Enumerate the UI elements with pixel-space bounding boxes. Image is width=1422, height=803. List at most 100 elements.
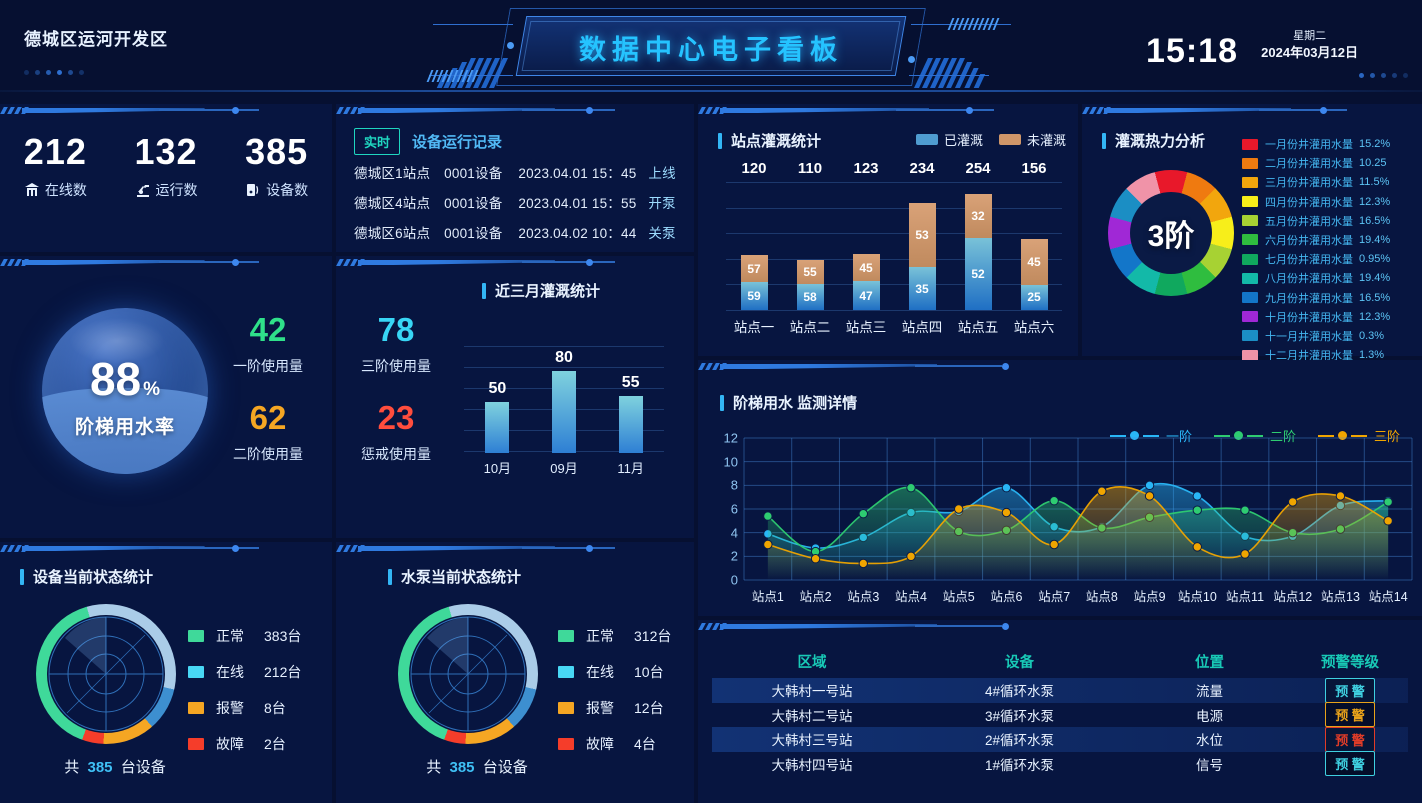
pump-status-legend: 正常 312台 在线 10台报警 12台故障 4台 (558, 626, 671, 770)
recent-chart-bar[interactable]: 55 (597, 346, 664, 453)
legend-value: 4台 (634, 736, 656, 752)
list-item[interactable]: 德城区6站点 0001设备 2023.04.02 10：44 关泵 (354, 222, 676, 242)
legend-label: 在线 (586, 664, 614, 680)
table-row[interactable]: 大韩村三号站 2#循环水泵 水位 预 警 (712, 726, 1408, 752)
legend-swatch (188, 666, 204, 678)
recent-chart-bar[interactable]: 80 (531, 346, 598, 453)
station-bar-total: 110 (797, 160, 823, 177)
recent-chart-bar-value: 50 (488, 379, 507, 397)
heat-legend-item[interactable]: 八月份井灌用水量 19.4% (1242, 270, 1390, 286)
stat-running-label: 运行数 (155, 181, 198, 198)
legend-swatch (558, 738, 574, 750)
station-irrigation-panel: 站点灌溉统计 已灌溉 未灌溉 120 57 59 110 55 58 123 45 47 234 53… (698, 104, 1078, 356)
radar-sweep-icon (410, 616, 526, 732)
legend-swatch (998, 134, 1021, 145)
heat-legend-item[interactable]: 一月份井灌用水量 15.2% (1242, 136, 1390, 152)
cell-area: 大韩村三号站 (771, 733, 853, 749)
legend-label: 一月份井灌用水量 (1265, 139, 1353, 151)
status-badge[interactable]: 预 警 (1325, 677, 1375, 703)
station-bar-seg-unirrigated: 45 (1020, 238, 1048, 285)
line-chart-xtick: 站点6 (990, 590, 1023, 604)
recent-chart-bar[interactable]: 50 (464, 346, 531, 453)
device-total-prefix: 共 (64, 759, 80, 776)
clock-time: 15:18 (1146, 32, 1238, 70)
station-bar-column[interactable]: 120 57 59 (726, 160, 782, 310)
heat-legend-item[interactable]: 九月份井灌用水量 16.5% (1242, 290, 1390, 306)
log-time: 2023.04.01 15：55 (518, 196, 637, 211)
table-row[interactable]: 大韩村四号站 1#循环水泵 信号 预 警 (712, 751, 1408, 777)
station-bar-seg-irrigated: 52 (964, 238, 992, 310)
device-log-header: 实时 设备运行记录 (354, 128, 502, 155)
status-legend-item[interactable]: 在线 10台 (558, 662, 671, 682)
line-chart-yaxis: 12 10 8 6 4 2 0 (716, 431, 738, 588)
line-legend-item[interactable]: 二阶 (1213, 426, 1296, 445)
station-bar-column[interactable]: 234 53 35 (894, 160, 950, 310)
recent-chart-xtick: 09月 (550, 461, 578, 476)
heat-legend-item[interactable]: 十一月井灌用水量 0.3% (1242, 328, 1390, 344)
stat-online: 212 在线数 (0, 132, 111, 200)
step-water-panel-right: 78 三阶使用量 23 惩戒使用量 近三月灌溉统计 50 80 55 10月 09月 1… (336, 256, 694, 538)
status-legend-item[interactable]: 报警 8台 (188, 698, 301, 718)
station-bar-legend-item[interactable]: 未灌溉 (998, 130, 1066, 149)
line-legend-item[interactable]: 一阶 (1109, 426, 1192, 445)
station-bar-legend-item[interactable]: 已灌溉 (915, 130, 983, 149)
status-legend-item[interactable]: 正常 312台 (558, 626, 671, 646)
list-item[interactable]: 德城区1站点 0001设备 2023.04.01 15：45 上线 (354, 162, 676, 182)
status-legend-item[interactable]: 在线 212台 (188, 662, 301, 682)
legend-swatch (1242, 215, 1258, 227)
legend-value: 12.3% (1359, 195, 1391, 208)
stat-online-value: 212 (23, 131, 87, 172)
legend-value: 15.2% (1359, 138, 1391, 150)
status-legend-item[interactable]: 故障 2台 (188, 734, 301, 754)
list-item[interactable]: 德城区4站点 0001设备 2023.04.01 15：55 开泵 (354, 192, 676, 212)
legend-swatch (1242, 311, 1258, 323)
status-badge[interactable]: 预 警 (1325, 726, 1375, 752)
legend-value: 383台 (264, 628, 302, 644)
heat-legend-item[interactable]: 七月份井灌用水量 0.95% (1242, 251, 1390, 267)
status-badge[interactable]: 预 警 (1325, 751, 1375, 777)
recent-chart-bars: 50 80 55 (464, 346, 664, 453)
cell-device: 1#循环水泵 (984, 757, 1055, 773)
heat-legend-item[interactable]: 六月份井灌用水量 19.4% (1242, 232, 1390, 248)
heat-legend-item[interactable]: 十月份井灌用水量 12.3% (1242, 309, 1390, 325)
gauge-gloss (68, 317, 165, 365)
station-bar-total: 234 (909, 160, 935, 177)
station-bar-title: 站点灌溉统计 (718, 130, 821, 151)
legend-label: 八月份井灌用水量 (1265, 273, 1353, 286)
pump-total-suffix: 台设备 (482, 759, 528, 776)
heat-legend-item[interactable]: 二月份井灌用水量 10.25 (1242, 155, 1390, 171)
line-chart-xtick: 站点1 (751, 590, 784, 604)
table-row[interactable]: 大韩村一号站 4#循环水泵 流量 预 警 (712, 677, 1408, 703)
alert-table-panel: 区域 设备 位置 预警等级 大韩村一号站 4#循环水泵 流量预 警大韩村二号站 3#循… (698, 620, 1422, 803)
legend-value: 11.5% (1359, 176, 1390, 189)
table-row[interactable]: 大韩村二号站 3#循环水泵 电源 预 警 (712, 702, 1408, 728)
legend-line2 (1246, 434, 1263, 437)
station-bar-xtick: 站点五 (957, 320, 999, 335)
legend-label: 六月份井灌用水量 (1265, 234, 1353, 247)
status-badge[interactable]: 预 警 (1325, 702, 1375, 728)
station-bar-column[interactable]: 123 45 47 (838, 160, 894, 310)
status-legend-item[interactable]: 故障 4台 (558, 734, 671, 754)
station-bar-seg-unirrigated: 53 (908, 203, 936, 268)
title-minihatch-icon (426, 70, 479, 82)
recent-chart-bar-rect (618, 396, 643, 453)
heat-donut-center-label: 3阶 (1147, 220, 1195, 253)
line-legend-item[interactable]: 三阶 (1317, 426, 1400, 445)
station-bar-seg-unirrigated: 57 (740, 255, 768, 283)
cell-level: 预 警 (1292, 726, 1408, 752)
summary-stats-panel: 212 在线数 132 运行数 385 设备数 (0, 104, 332, 252)
status-legend-item[interactable]: 正常 383台 (188, 626, 301, 646)
station-bar-column[interactable]: 110 55 58 (782, 160, 838, 310)
panel-top-decoration (698, 104, 1078, 116)
station-bar-column[interactable]: 254 32 52 (950, 160, 1006, 310)
status-legend-item[interactable]: 报警 12台 (558, 698, 671, 718)
heat-legend-item[interactable]: 三月份井灌用水量 11.5% (1242, 174, 1390, 190)
panel-top-decoration (336, 542, 694, 554)
heat-legend-item[interactable]: 十二月井灌用水量 1.3% (1242, 347, 1390, 363)
heat-legend-item[interactable]: 四月份井灌用水量 12.3% (1242, 194, 1390, 210)
station-bar-column[interactable]: 156 45 25 (1006, 160, 1062, 310)
legend-dot (1337, 431, 1347, 440)
heat-legend-item[interactable]: 五月份井灌用水量 16.5% (1242, 213, 1390, 229)
clock-date-block: 星期二 2024年03月12日 (1261, 29, 1358, 61)
kpi-penalty: 23 惩戒使用量 (336, 399, 456, 464)
